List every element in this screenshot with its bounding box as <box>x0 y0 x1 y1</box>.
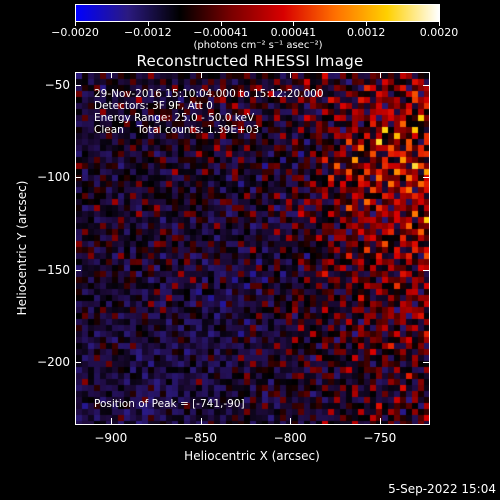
colorbar-tick <box>75 22 76 26</box>
x-axis-label: Heliocentric X (arcsec) <box>184 449 320 463</box>
colorbar-tick-label: 0.0012 <box>346 26 386 39</box>
y-axis-label: Heliocentric Y (arcsec) <box>15 180 29 316</box>
colorbar-tick <box>220 22 222 26</box>
colorbar-tick-label: −0.0020 <box>51 26 99 39</box>
x-tick <box>200 72 202 78</box>
x-tick <box>379 418 381 424</box>
colorbar-tick <box>147 22 149 26</box>
colorbar-tick <box>366 22 368 26</box>
y-tick-label: −200 <box>37 355 70 370</box>
colorbar <box>75 4 440 22</box>
y-tick-label: −150 <box>37 262 70 277</box>
heatmap-image <box>76 73 429 424</box>
y-tick <box>75 177 81 179</box>
x-tick-label: −850 <box>184 431 217 445</box>
x-tick <box>290 418 292 424</box>
colorbar-unit-label: (photons cm⁻² s⁻¹ asec⁻²) <box>193 40 323 51</box>
x-tick <box>290 72 292 78</box>
generated-timestamp: 5-Sep-2022 15:04 <box>388 482 496 496</box>
colorbar-tick-label: 0.0020 <box>419 26 459 39</box>
energy-range-text: Energy Range: 25.0 - 50.0 keV <box>94 112 255 124</box>
colorbar-tick <box>439 22 440 26</box>
y-tick <box>75 362 81 364</box>
peak-position-text: Position of Peak = [-741,-90] <box>94 398 245 410</box>
x-tick <box>110 72 112 78</box>
y-tick <box>75 84 81 86</box>
heatmap-plot-area: 29-Nov-2016 15:10:04.000 to 15:12:20.000… <box>75 72 430 425</box>
x-tick <box>110 418 112 424</box>
y-tick-label: −100 <box>37 170 70 185</box>
colorbar-tick <box>293 22 295 26</box>
colorbar-tick-label: 0.00041 <box>270 26 317 39</box>
y-tick <box>423 84 429 86</box>
x-tick-label: −900 <box>94 431 128 445</box>
colorbar-tick-label: −0.0012 <box>123 26 172 39</box>
x-tick-label: −750 <box>363 431 397 445</box>
y-tick <box>75 269 81 271</box>
y-tick <box>423 269 429 271</box>
colorbar-tick-label: −0.00041 <box>193 26 248 39</box>
x-tick <box>379 72 381 78</box>
y-tick <box>423 362 429 364</box>
detectors-text: Detectors: 3F 9F, Att 0 <box>94 100 213 112</box>
plot-title: Reconstructed RHESSI Image <box>136 52 364 70</box>
x-tick <box>200 418 202 424</box>
x-tick-label: −800 <box>273 431 307 445</box>
clean-counts-text: Clean Total counts: 1.39E+03 <box>94 124 260 136</box>
y-tick <box>423 177 429 179</box>
y-tick-label: −50 <box>44 77 70 92</box>
time-range-text: 29-Nov-2016 15:10:04.000 to 15:12:20.000 <box>94 88 324 100</box>
